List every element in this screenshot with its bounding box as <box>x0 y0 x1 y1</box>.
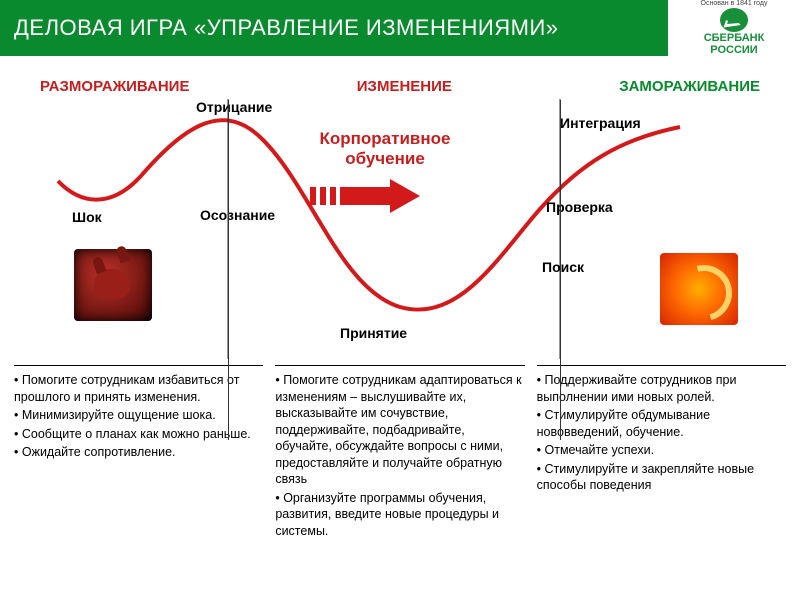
stage-Поиск: Поиск <box>542 259 584 275</box>
guidance-item: Помогите сотрудникам избавиться от прошл… <box>14 372 263 405</box>
phase-unfreezing: РАЗМОРАЖИВАНИЕ <box>40 78 189 95</box>
phase-divider <box>228 100 229 440</box>
logo-founding-year: Основан в 1841 году <box>701 0 768 7</box>
guidance-col-2: Помогите сотрудникам адаптироваться к из… <box>275 365 524 541</box>
stage-Отрицание: Отрицание <box>196 99 272 115</box>
logo-icon <box>720 8 748 32</box>
guidance-col-1: Помогите сотрудникам избавиться от прошл… <box>14 365 263 541</box>
guidance-item: Минимизируйте ощущение шока. <box>14 407 263 424</box>
guidance-item: Стимулируйте обдумывание нововведений, о… <box>537 407 786 440</box>
sberbank-logo: Основан в 1841 году СБЕРБАНК РОССИИ <box>668 0 800 56</box>
stage-Проверка: Проверка <box>546 199 613 215</box>
guidance-col-3: Поддерживайте сотрудников при выполнении… <box>537 365 786 541</box>
stage-Осознание: Осознание <box>200 207 275 223</box>
guidance-item: Помогите сотрудникам адаптироваться к из… <box>275 372 524 488</box>
guidance-item: Отмечайте успехи. <box>537 442 786 459</box>
phase-freezing: ЗАМОРАЖИВАНИЕ <box>619 78 760 95</box>
guidance-item: Поддерживайте сотрудников при выполнении… <box>537 372 786 405</box>
header: ДЕЛОВАЯ ИГРА «УПРАВЛЕНИЕ ИЗМЕНЕНИЯМИ» Ос… <box>0 0 800 56</box>
center-title: Корпоративное обучение <box>300 129 470 168</box>
phase-row: РАЗМОРАЖИВАНИЕ ИЗМЕНЕНИЕ ЗАМОРАЖИВАНИЕ <box>0 56 800 95</box>
arrow-icon <box>310 179 420 213</box>
guidance-item: Ожидайте сопротивление. <box>14 444 263 461</box>
phase-change: ИЗМЕНЕНИЕ <box>357 78 452 95</box>
guidance-item: Стимулируйте и закрепляйте новые способы… <box>537 461 786 494</box>
swirl-icon <box>660 253 738 325</box>
demon-icon <box>74 249 152 321</box>
guidance-item: Сообщите о планах как можно раньше. <box>14 426 263 443</box>
page-title: ДЕЛОВАЯ ИГРА «УПРАВЛЕНИЕ ИЗМЕНЕНИЯМИ» <box>0 0 668 56</box>
stage-Шок: Шок <box>72 209 102 225</box>
guidance-item: Организуйте программы обучения, развития… <box>275 490 524 540</box>
phase-divider <box>560 100 561 440</box>
stage-Интеграция: Интеграция <box>560 115 641 131</box>
logo-line2: РОССИИ <box>710 45 757 56</box>
logo-line1: СБЕРБАНК <box>704 33 765 44</box>
guidance-columns: Помогите сотрудникам избавиться от прошл… <box>0 365 800 551</box>
change-curve-diagram: Корпоративное обучение Шок Отрицание Осозн… <box>0 99 800 359</box>
stage-Принятие: Принятие <box>340 325 407 341</box>
